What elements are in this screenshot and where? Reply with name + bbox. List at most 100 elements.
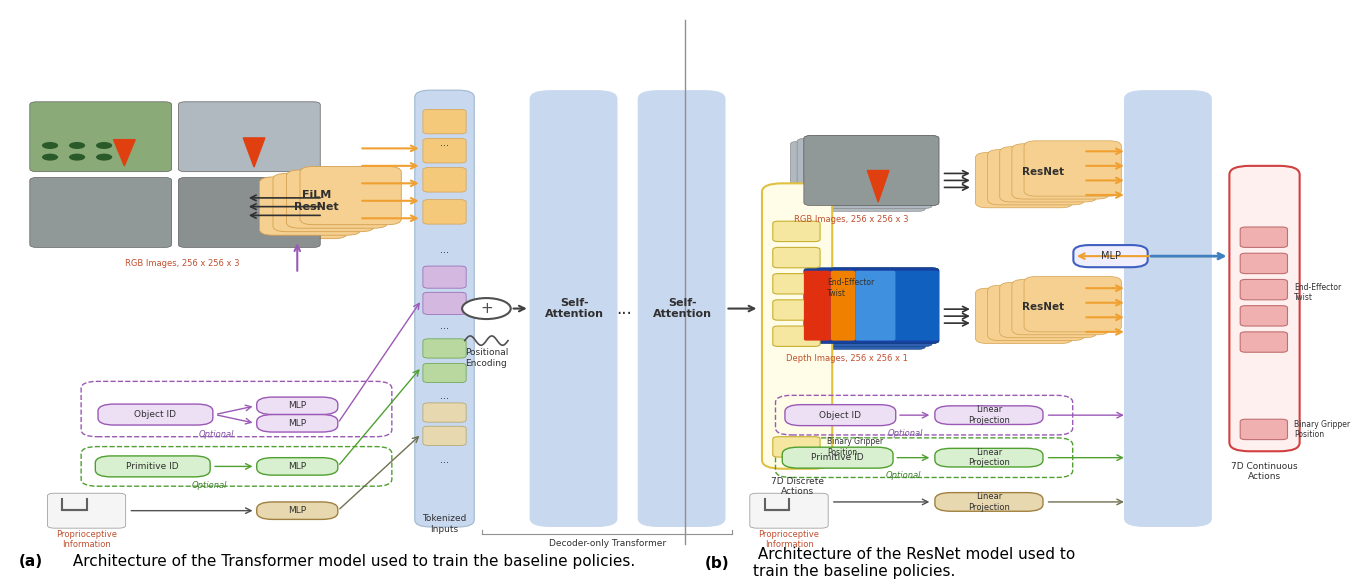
Text: Depth Images, 256 x 256 x 1: Depth Images, 256 x 256 x 1 xyxy=(787,353,908,363)
Text: 7D Continuous
Actions: 7D Continuous Actions xyxy=(1231,462,1298,482)
Polygon shape xyxy=(867,171,889,202)
FancyBboxPatch shape xyxy=(530,90,617,527)
Text: FiLM
ResNet: FiLM ResNet xyxy=(294,190,339,212)
Text: ResNet: ResNet xyxy=(1022,302,1064,312)
FancyBboxPatch shape xyxy=(791,273,925,349)
Text: (a): (a) xyxy=(19,554,44,569)
Text: ...: ... xyxy=(440,455,449,465)
FancyBboxPatch shape xyxy=(773,300,820,320)
FancyBboxPatch shape xyxy=(415,90,474,527)
Text: Optional: Optional xyxy=(888,429,923,437)
Text: ...: ... xyxy=(440,245,449,255)
FancyBboxPatch shape xyxy=(257,502,337,519)
FancyBboxPatch shape xyxy=(1240,306,1288,326)
FancyBboxPatch shape xyxy=(30,102,172,172)
FancyBboxPatch shape xyxy=(762,183,832,469)
Text: Object ID: Object ID xyxy=(134,410,176,419)
FancyBboxPatch shape xyxy=(423,363,466,383)
Text: ...: ... xyxy=(440,321,449,331)
FancyBboxPatch shape xyxy=(301,166,402,225)
Text: Optional: Optional xyxy=(887,471,922,480)
Text: MLP: MLP xyxy=(288,506,306,515)
Text: Architecture of the Transformer model used to train the baseline policies.: Architecture of the Transformer model us… xyxy=(68,554,635,569)
Text: Optional: Optional xyxy=(191,480,227,490)
Text: Linear
Projection: Linear Projection xyxy=(968,448,1009,467)
Polygon shape xyxy=(243,138,265,167)
FancyBboxPatch shape xyxy=(638,90,725,527)
FancyBboxPatch shape xyxy=(423,426,466,446)
FancyBboxPatch shape xyxy=(1229,166,1299,451)
Text: ResNet: ResNet xyxy=(1022,166,1064,176)
FancyBboxPatch shape xyxy=(257,457,337,475)
FancyBboxPatch shape xyxy=(934,406,1044,425)
FancyBboxPatch shape xyxy=(975,152,1072,208)
Text: Proprioceptive
Information: Proprioceptive Information xyxy=(758,530,820,550)
Text: Object ID: Object ID xyxy=(820,410,862,420)
FancyBboxPatch shape xyxy=(934,493,1044,511)
Text: Primitive ID: Primitive ID xyxy=(811,453,863,462)
Text: (b): (b) xyxy=(705,556,729,570)
FancyBboxPatch shape xyxy=(287,170,388,228)
FancyBboxPatch shape xyxy=(773,248,820,268)
FancyBboxPatch shape xyxy=(773,273,820,294)
Circle shape xyxy=(68,142,85,149)
Text: Linear
Projection: Linear Projection xyxy=(968,492,1009,512)
FancyBboxPatch shape xyxy=(423,139,466,163)
FancyBboxPatch shape xyxy=(773,221,820,242)
FancyBboxPatch shape xyxy=(423,292,466,315)
Text: Linear
Projection: Linear Projection xyxy=(968,406,1009,425)
Text: MLP: MLP xyxy=(288,402,306,410)
FancyBboxPatch shape xyxy=(798,270,932,346)
FancyBboxPatch shape xyxy=(1074,245,1147,267)
FancyBboxPatch shape xyxy=(855,270,896,340)
FancyBboxPatch shape xyxy=(988,149,1085,205)
FancyBboxPatch shape xyxy=(783,447,893,468)
Text: MLP: MLP xyxy=(1101,251,1120,261)
FancyBboxPatch shape xyxy=(791,141,925,211)
FancyBboxPatch shape xyxy=(423,200,466,224)
FancyBboxPatch shape xyxy=(260,177,361,235)
Text: Primitive ID: Primitive ID xyxy=(127,462,179,471)
Circle shape xyxy=(96,153,112,161)
FancyBboxPatch shape xyxy=(1240,253,1288,273)
FancyBboxPatch shape xyxy=(1240,419,1288,440)
Text: RGB Images, 256 x 256 x 3: RGB Images, 256 x 256 x 3 xyxy=(126,259,239,268)
FancyBboxPatch shape xyxy=(803,268,938,343)
FancyBboxPatch shape xyxy=(423,266,466,288)
FancyBboxPatch shape xyxy=(831,270,855,340)
Text: RGB Images, 256 x 256 x 3: RGB Images, 256 x 256 x 3 xyxy=(794,215,908,224)
FancyBboxPatch shape xyxy=(988,285,1085,340)
FancyBboxPatch shape xyxy=(246,181,347,239)
FancyBboxPatch shape xyxy=(423,109,466,134)
Text: End-Effector
Twist: End-Effector Twist xyxy=(826,279,874,298)
Circle shape xyxy=(96,142,112,149)
Text: Positional
Encoding: Positional Encoding xyxy=(464,348,508,368)
FancyBboxPatch shape xyxy=(273,173,374,232)
FancyBboxPatch shape xyxy=(30,178,172,248)
FancyBboxPatch shape xyxy=(98,404,213,425)
FancyBboxPatch shape xyxy=(773,326,820,346)
Text: Self-
Attention: Self- Attention xyxy=(545,298,604,319)
Circle shape xyxy=(68,153,85,161)
FancyBboxPatch shape xyxy=(803,136,938,205)
Text: 7D Discrete
Actions: 7D Discrete Actions xyxy=(770,476,824,496)
Text: ...: ... xyxy=(440,138,449,148)
FancyBboxPatch shape xyxy=(773,437,820,457)
FancyBboxPatch shape xyxy=(48,493,126,528)
FancyBboxPatch shape xyxy=(934,448,1044,467)
FancyBboxPatch shape xyxy=(785,405,896,426)
Text: Self-
Attention: Self- Attention xyxy=(653,298,712,319)
Text: MLP: MLP xyxy=(288,462,306,471)
FancyBboxPatch shape xyxy=(423,403,466,422)
Text: Binary Gripper
Position: Binary Gripper Position xyxy=(1294,420,1351,439)
FancyBboxPatch shape xyxy=(896,270,938,340)
Polygon shape xyxy=(113,140,135,166)
Circle shape xyxy=(462,298,511,319)
Text: ...: ... xyxy=(616,299,632,318)
FancyBboxPatch shape xyxy=(179,102,320,172)
FancyBboxPatch shape xyxy=(1012,279,1109,335)
FancyBboxPatch shape xyxy=(1000,282,1097,338)
Text: Proprioceptive
Information: Proprioceptive Information xyxy=(56,530,117,550)
Circle shape xyxy=(42,153,59,161)
FancyBboxPatch shape xyxy=(179,178,320,248)
